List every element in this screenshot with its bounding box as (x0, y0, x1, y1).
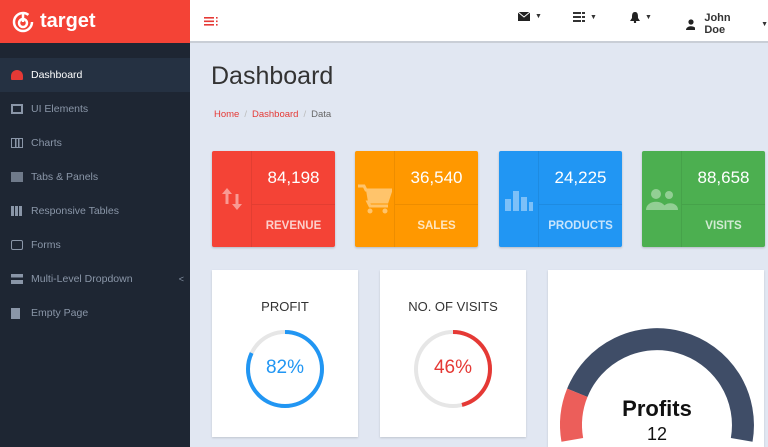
exchange-icon (212, 151, 252, 247)
target-logo-icon (12, 11, 34, 32)
alerts-dropdown[interactable]: ▼ (630, 12, 652, 23)
caret-icon: ▼ (761, 20, 768, 28)
caret-icon: ▼ (590, 13, 597, 21)
panels-icon (11, 172, 23, 182)
dashboard-icon (11, 70, 23, 80)
sidebar-item-label: UI Elements (31, 103, 89, 115)
chevron-left-icon: < (178, 274, 184, 284)
cart-icon (355, 151, 395, 247)
users-icon (642, 151, 682, 247)
stat-card-sales: 36,540 SALES (355, 151, 478, 247)
bar-chart-icon (499, 151, 539, 247)
visits-panel: NO. OF VISITS 46% (380, 270, 526, 437)
profits-donut-chart: Profits 12 (560, 328, 754, 444)
sidebar-item-responsive-tables[interactable]: Responsive Tables (0, 194, 190, 228)
sidebar-item-label: Forms (31, 239, 61, 251)
panel-title: PROFIT (261, 299, 309, 314)
sidebar-item-label: Multi-Level Dropdown (31, 273, 133, 285)
visits-progress-ring (414, 330, 492, 408)
sidebar-item-charts[interactable]: Charts (0, 126, 190, 160)
profits-donut-panel: Profits 12 (548, 270, 764, 447)
brand-name: target (40, 10, 96, 32)
top-navbar: ▼ ▼ ▼ John Doe ▼ (190, 0, 768, 43)
tasks-icon (573, 12, 585, 22)
sidebar-item-label: Responsive Tables (31, 205, 119, 217)
sidebar-item-label: Tabs & Panels (31, 171, 99, 183)
envelope-icon (518, 12, 530, 21)
sidebar-item-label: Empty Page (31, 307, 89, 319)
donut-segment-main (567, 328, 754, 442)
file-icon (11, 307, 20, 319)
caret-icon: ▼ (535, 13, 542, 20)
tasks-dropdown[interactable]: ▼ (573, 12, 597, 22)
profit-panel: PROFIT 82% (212, 270, 358, 437)
stat-label: SALES (417, 220, 456, 232)
bell-icon (630, 12, 640, 23)
stat-label: PRODUCTS (548, 220, 613, 232)
donut-segment-secondary (560, 388, 588, 442)
donut-value: 12 (647, 424, 667, 444)
stat-card-revenue: 84,198 REVENUE (212, 151, 335, 247)
stat-value: 24,225 (539, 151, 622, 205)
bar-chart-icon (11, 138, 23, 148)
sidebar-item-empty-page[interactable]: Empty Page (0, 296, 190, 330)
sidebar-item-tabs-panels[interactable]: Tabs & Panels (0, 160, 190, 194)
messages-dropdown[interactable]: ▼ (518, 12, 542, 21)
gauge-fill (414, 330, 492, 408)
panel-title: NO. OF VISITS (408, 299, 498, 314)
page-title: Dashboard (211, 62, 334, 90)
sidebar-item-forms[interactable]: Forms (0, 228, 190, 262)
stat-value: 84,198 (252, 151, 335, 205)
gauge-fill (246, 330, 324, 408)
stat-label: VISITS (705, 220, 742, 232)
sidebar-item-multi-level-dropdown[interactable]: Multi-Level Dropdown < (0, 262, 190, 296)
stat-value: 36,540 (395, 151, 478, 205)
sidebar: Dashboard UI Elements Charts Tabs & Pane… (0, 43, 190, 447)
stat-card-products: 24,225 PRODUCTS (499, 151, 622, 247)
breadcrumb-dashboard[interactable]: Dashboard (251, 109, 299, 120)
stat-value: 88,658 (682, 151, 765, 205)
user-name: John Doe (704, 12, 731, 36)
gauge-value: 46% (433, 357, 473, 378)
profit-progress-ring (246, 330, 324, 408)
breadcrumb: Home / Dashboard / Data (214, 109, 332, 120)
stat-card-visits: 88,658 VISITS (642, 151, 765, 247)
breadcrumb-home[interactable]: Home (214, 109, 240, 120)
breadcrumb-current: Data (311, 109, 332, 120)
gauge-value: 82% (265, 357, 305, 378)
menu-toggle-icon[interactable] (204, 16, 218, 26)
user-dropdown[interactable]: John Doe ▼ (686, 12, 768, 36)
sitemap-icon (11, 274, 23, 284)
stat-label: REVENUE (265, 220, 322, 232)
donut-title: Profits (622, 396, 692, 421)
desktop-icon (11, 104, 23, 114)
user-icon (686, 18, 696, 30)
sidebar-item-dashboard[interactable]: Dashboard (0, 58, 190, 92)
edit-icon (11, 240, 23, 250)
brand-logo[interactable]: target (0, 0, 190, 43)
sidebar-item-label: Charts (31, 137, 62, 149)
sidebar-item-label: Dashboard (31, 69, 83, 81)
caret-icon: ▼ (645, 14, 652, 21)
table-icon (11, 206, 23, 216)
sidebar-item-ui-elements[interactable]: UI Elements (0, 92, 190, 126)
